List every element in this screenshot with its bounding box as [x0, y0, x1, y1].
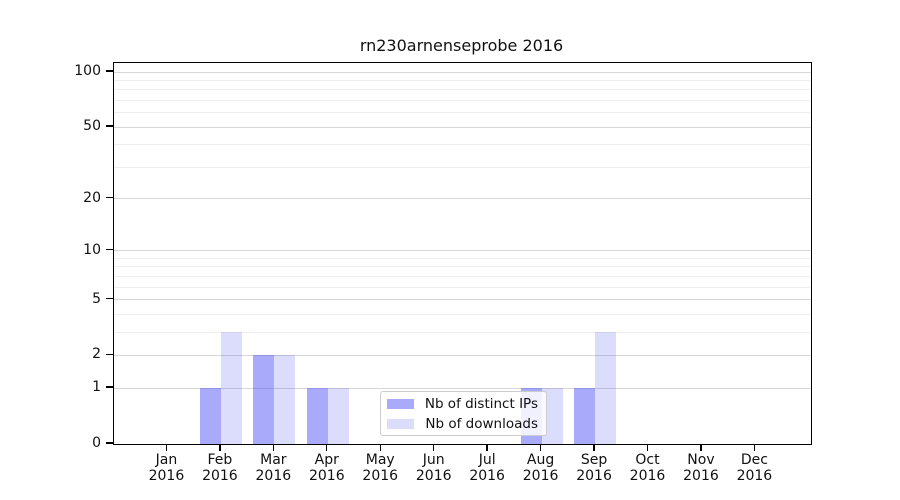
gridline-30 — [114, 166, 811, 168]
y-tick-1 — [106, 386, 113, 388]
gridline-60 — [114, 112, 811, 114]
y-tick-2 — [106, 353, 113, 356]
gridline-4 — [114, 313, 811, 315]
legend-item-downloads: Nb of downloads — [387, 416, 538, 432]
bar-mar-series1 — [274, 355, 296, 444]
bar-apr-series0 — [306, 388, 328, 444]
gridline-70 — [114, 99, 811, 101]
plot-area — [113, 62, 812, 445]
gridline-80 — [114, 89, 811, 91]
gridline-6 — [114, 286, 811, 288]
x-tick-sep — [593, 444, 595, 451]
legend-label: Nb of downloads — [425, 415, 538, 432]
y-tick-0 — [106, 442, 113, 444]
gridline-40 — [114, 144, 811, 146]
x-tick-apr — [326, 444, 328, 451]
x-tick-label-dec: Dec 2016 — [736, 452, 773, 484]
y-tick-label-2: 2 — [92, 346, 101, 363]
bar-feb-series0 — [199, 388, 221, 444]
x-tick-aug — [539, 444, 542, 451]
gridline-100 — [114, 71, 811, 73]
gridline-3 — [114, 331, 811, 333]
bar-sep-series1 — [595, 332, 617, 444]
gridline-10 — [114, 250, 811, 252]
x-tick-label-jun: Jun 2016 — [415, 452, 452, 484]
x-tick-label-apr: Apr 2016 — [308, 452, 345, 484]
x-tick-dec — [753, 444, 756, 451]
gridline-90 — [114, 79, 811, 81]
y-tick-5 — [106, 297, 113, 300]
x-tick-label-feb: Feb 2016 — [202, 452, 238, 484]
x-tick-label-sep: Sep 2016 — [576, 452, 612, 484]
gridline-2 — [114, 354, 811, 356]
x-tick-label-jul: Jul 2016 — [469, 452, 505, 484]
x-tick-may — [379, 444, 381, 451]
x-tick-label-mar: Mar 2016 — [255, 452, 292, 484]
x-tick-jan — [165, 444, 168, 451]
bar-feb-series1 — [220, 332, 242, 444]
x-tick-label-oct: Oct 2016 — [629, 452, 666, 484]
legend-item-distinct-ips: Nb of distinct IPs — [387, 396, 538, 412]
y-tick-label-20: 20 — [83, 189, 101, 206]
y-tick-label-1: 1 — [92, 379, 101, 396]
gridline-5 — [114, 299, 811, 301]
x-tick-label-may: May 2016 — [362, 452, 399, 484]
y-tick-label-50: 50 — [83, 118, 101, 135]
x-tick-label-nov: Nov 2016 — [683, 452, 719, 484]
y-tick-10 — [106, 249, 113, 251]
x-tick-jun — [433, 444, 435, 451]
legend-label: Nb of distinct IPs — [424, 395, 538, 412]
x-tick-label-jan: Jan 2016 — [148, 452, 185, 484]
gridline-9 — [114, 257, 811, 259]
gridline-50 — [114, 126, 811, 128]
legend: Nb of distinct IPs Nb of downloads — [380, 391, 547, 436]
y-tick-100 — [106, 70, 113, 72]
downloads-swatch-icon — [387, 418, 414, 429]
y-tick-label-5: 5 — [92, 290, 101, 307]
x-tick-mar — [272, 444, 275, 451]
bar-apr-series1 — [327, 388, 349, 444]
y-tick-50 — [106, 125, 113, 127]
gridline-7 — [114, 275, 811, 277]
x-tick-label-aug: Aug 2016 — [522, 452, 559, 484]
bar-sep-series0 — [574, 388, 596, 444]
chart-title: rn230arnenseprobe 2016 — [359, 36, 564, 55]
gridline-8 — [114, 266, 811, 268]
x-tick-oct — [646, 444, 649, 451]
bar-mar-series0 — [253, 355, 275, 444]
x-tick-nov — [700, 444, 702, 451]
y-tick-label-10: 10 — [83, 241, 101, 258]
gridline-20 — [114, 198, 811, 200]
y-tick-label-0: 0 — [92, 435, 101, 451]
y-tick-20 — [106, 196, 113, 199]
distinct-ips-swatch-icon — [387, 398, 414, 409]
x-tick-jul — [486, 444, 488, 451]
x-tick-feb — [219, 444, 221, 451]
gridline-1 — [114, 387, 811, 389]
y-tick-label-100: 100 — [74, 63, 101, 80]
